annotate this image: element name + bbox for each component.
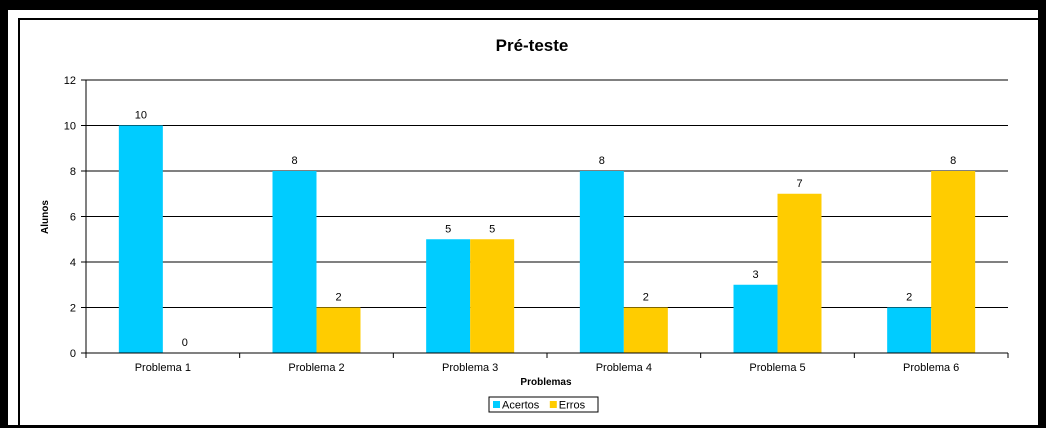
legend-box [488, 396, 599, 413]
chart-area-border [18, 18, 1038, 426]
x-tick-label: Problema 6 [903, 362, 959, 374]
bar-acertos [579, 171, 624, 353]
legend-label: Acertos [502, 400, 540, 412]
data-label: 8 [950, 155, 956, 167]
data-label: 7 [796, 178, 802, 190]
bar-erros [316, 307, 361, 353]
legend: Acertos Erros [488, 396, 599, 413]
x-tick-label: Problema 1 [135, 362, 191, 374]
bars: 10 0 8 2 5 5 8 2 3 7 2 8 [118, 110, 976, 353]
y-tick-label: 10 [64, 121, 76, 133]
y-tick-label: 0 [70, 348, 76, 360]
data-label: 2 [906, 292, 912, 304]
legend-swatch [549, 401, 557, 408]
data-label: 8 [599, 155, 605, 167]
y-tick-label: 2 [70, 303, 76, 315]
x-tick-label: Problema 3 [442, 362, 498, 374]
y-tick-label: 4 [70, 257, 76, 269]
y-axis-label: Alunos [40, 200, 51, 234]
data-label: 5 [445, 223, 451, 235]
chart-title: Pré-teste [496, 36, 569, 55]
data-label: 0 [182, 337, 188, 349]
x-axis: Problema 1 Problema 2 Problema 3 Problema 4… [85, 352, 1009, 374]
bar-erros [931, 171, 976, 353]
bar-erros [623, 307, 668, 353]
x-tick-label: Problema 2 [288, 362, 344, 374]
bar-acertos [733, 284, 778, 353]
x-axis-label: Problemas [520, 377, 572, 388]
data-label: 5 [489, 223, 495, 235]
data-label: 8 [291, 155, 297, 167]
bar-acertos [426, 239, 471, 353]
data-label: 10 [135, 110, 147, 122]
legend-label: Erros [559, 400, 586, 412]
y-tick-label: 6 [70, 212, 76, 224]
y-axis: 0 2 4 6 8 10 12 [64, 75, 87, 360]
x-tick-label: Problema 5 [749, 362, 805, 374]
data-label: 2 [643, 292, 649, 304]
y-tick-label: 8 [70, 166, 76, 178]
bar-acertos [272, 171, 317, 353]
gridlines [86, 79, 1008, 308]
data-label: 2 [335, 292, 341, 304]
bar-erros [777, 193, 822, 353]
legend-swatch [493, 401, 500, 408]
data-label: 3 [752, 269, 758, 281]
x-tick-label: Problema 4 [596, 362, 652, 374]
bar-acertos [887, 307, 932, 353]
y-tick-label: 12 [64, 75, 76, 87]
bar-acertos [118, 125, 163, 353]
bar-erros [470, 239, 515, 353]
